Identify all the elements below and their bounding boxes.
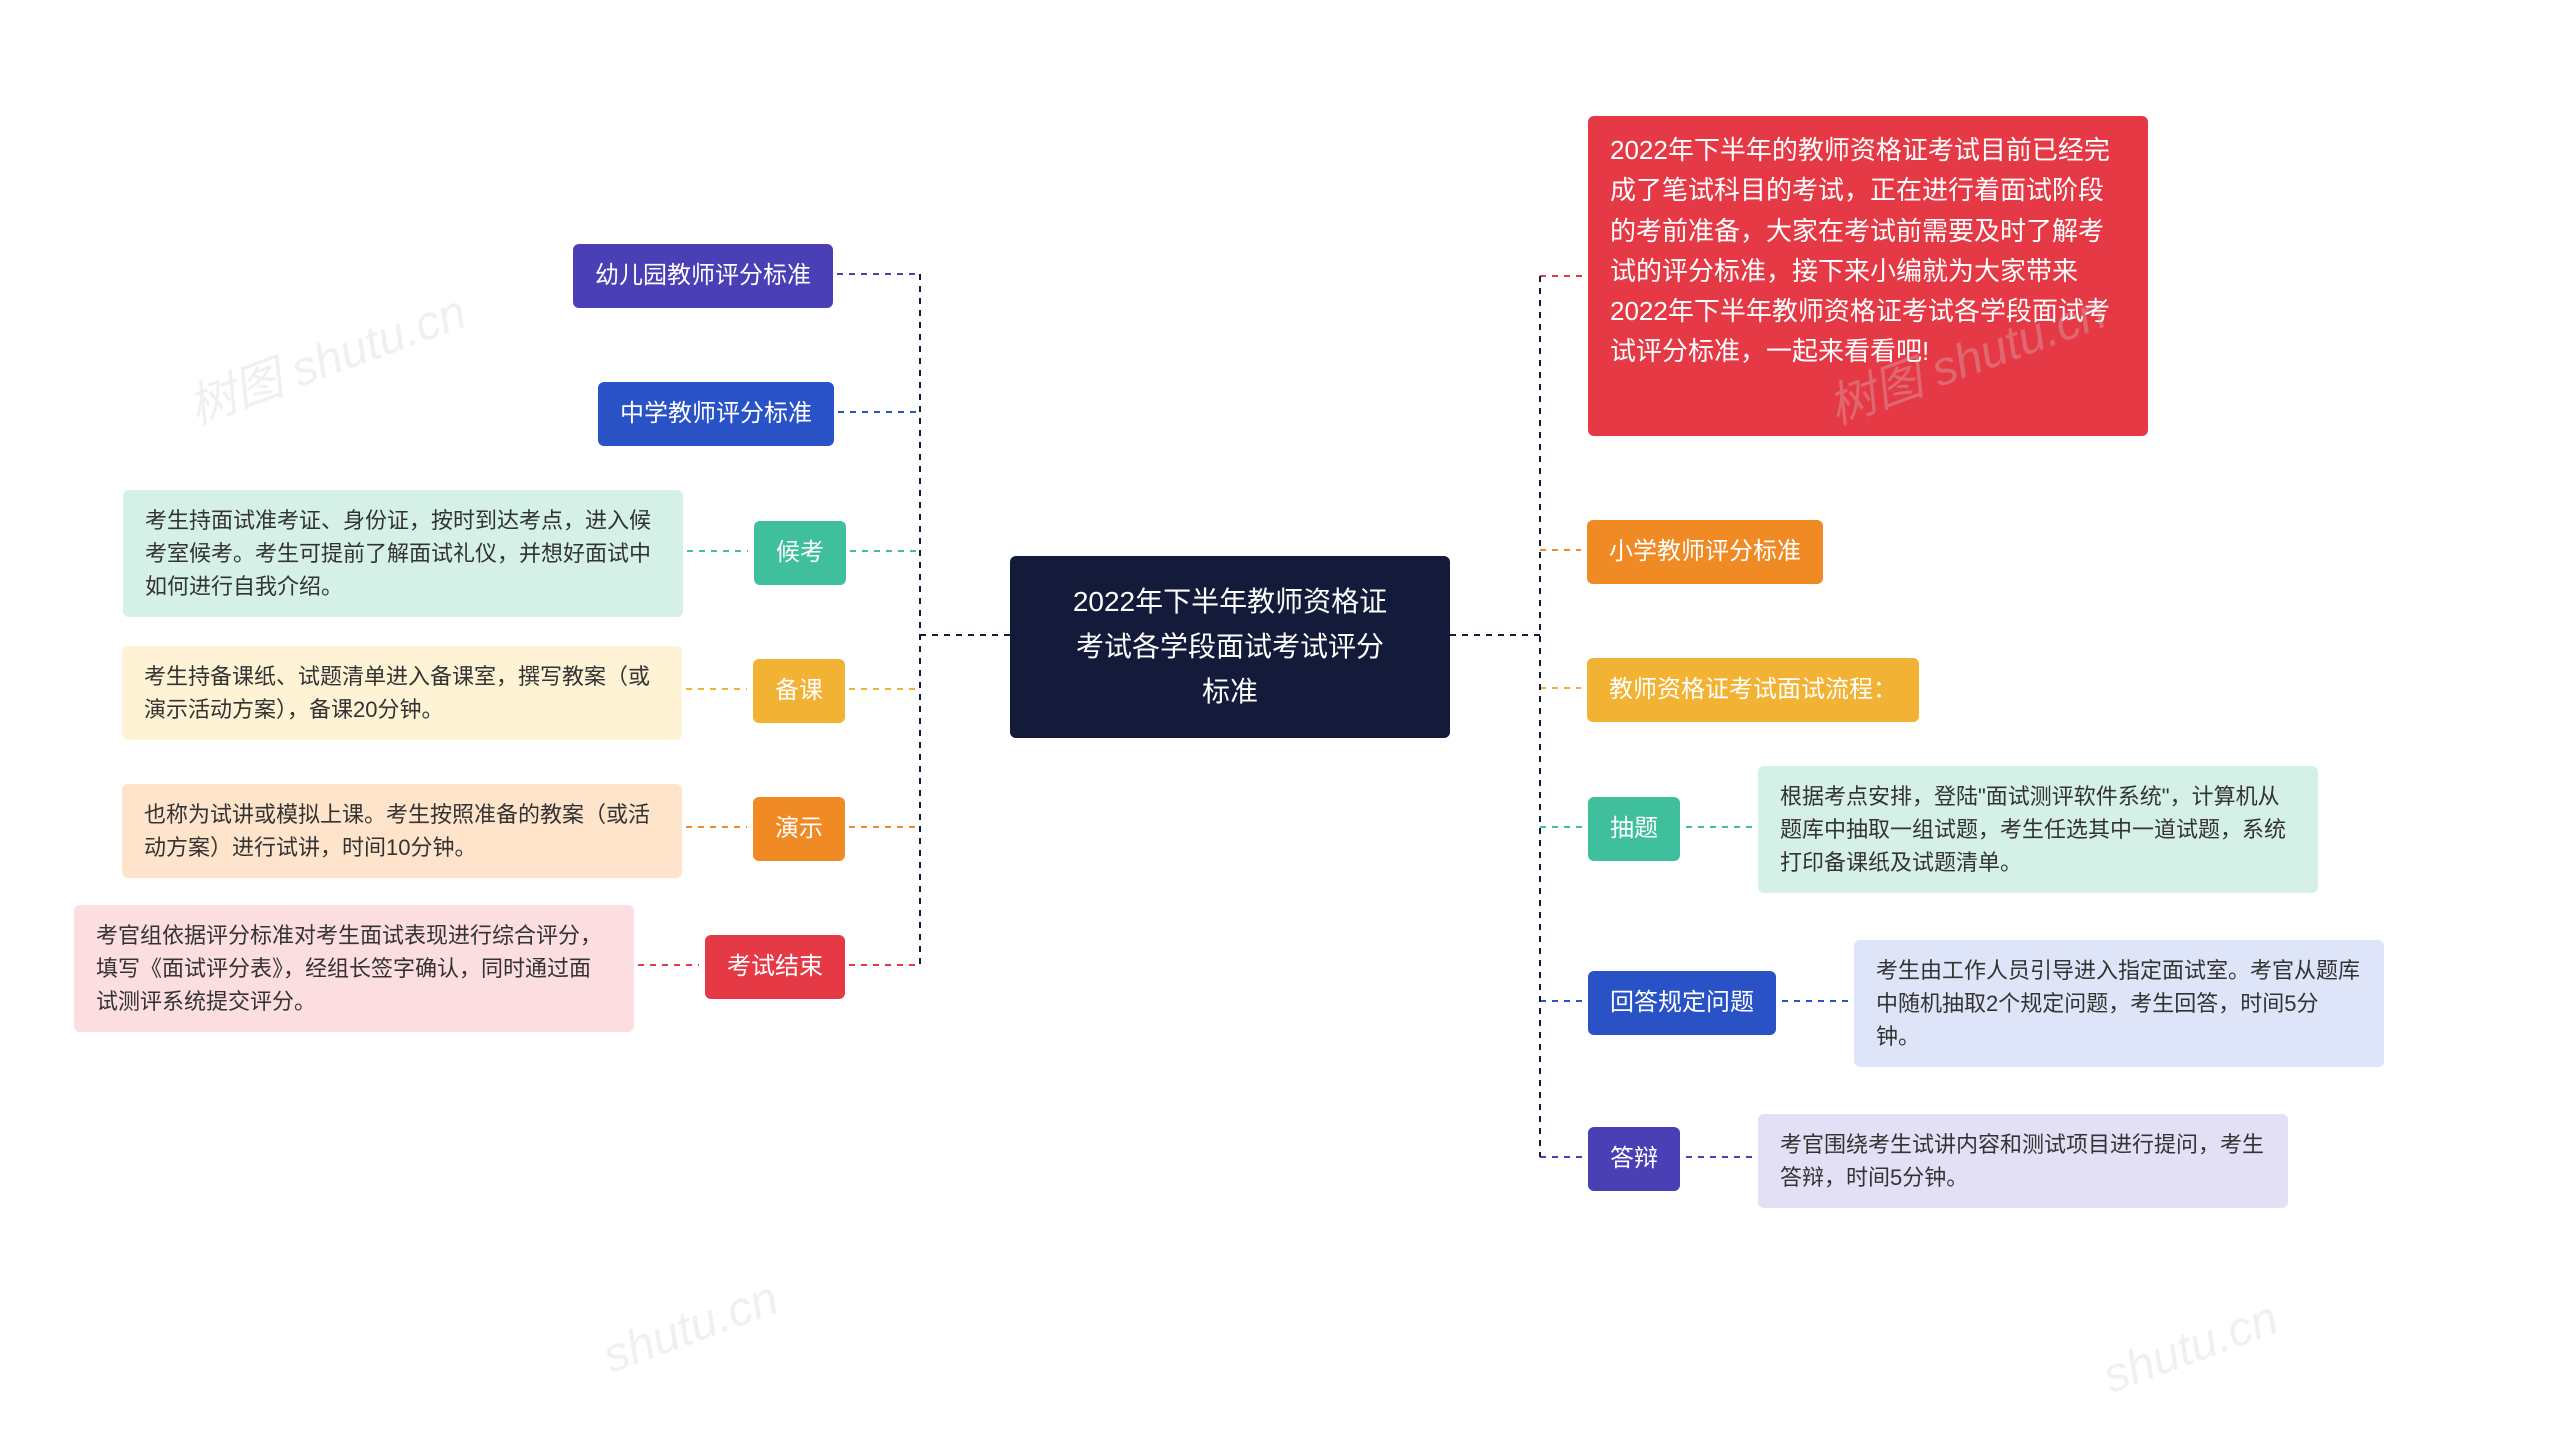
watermark: 树图 shutu.cn <box>177 272 474 437</box>
node-draw-question: 抽题 <box>1588 797 1680 861</box>
node-defense: 答辩 <box>1588 1127 1680 1191</box>
center-node: 2022年下半年教师资格证考试各学段面试考试评分标准 <box>1010 556 1450 738</box>
node-primary-school: 小学教师评分标准 <box>1587 520 1823 584</box>
node-answer-fixed: 回答规定问题 <box>1588 971 1776 1035</box>
desc-draw-question: 根据考点安排，登陆"面试测评软件系统"，计算机从题库中抽取一组试题，考生任选其中… <box>1758 766 2318 893</box>
desc-defense: 考官围绕考生试讲内容和测试项目进行提问，考生答辩，时间5分钟。 <box>1758 1114 2288 1208</box>
node-intro: 2022年下半年的教师资格证考试目前已经完成了笔试科目的考试，正在进行着面试阶段… <box>1588 116 2148 436</box>
desc-prepare: 考生持备课纸、试题清单进入备课室，撰写教案（或演示活动方案），备课20分钟。 <box>122 646 682 740</box>
node-process: 教师资格证考试面试流程： <box>1587 658 1919 722</box>
node-waiting: 候考 <box>754 521 846 585</box>
node-exam-end: 考试结束 <box>705 935 845 999</box>
node-demo: 演示 <box>753 797 845 861</box>
node-prepare: 备课 <box>753 659 845 723</box>
node-kindergarten: 幼儿园教师评分标准 <box>573 244 833 308</box>
desc-exam-end: 考官组依据评分标准对考生面试表现进行综合评分，填写《面试评分表》，经组长签字确认… <box>74 905 634 1032</box>
desc-waiting: 考生持面试准考证、身份证，按时到达考点，进入候考室候考。考生可提前了解面试礼仪，… <box>123 490 683 617</box>
desc-demo: 也称为试讲或模拟上课。考生按照准备的教案（或活动方案）进行试讲，时间10分钟。 <box>122 784 682 878</box>
watermark: shutu.cn <box>596 1271 785 1385</box>
watermark: shutu.cn <box>2096 1291 2285 1405</box>
desc-answer-fixed: 考生由工作人员引导进入指定面试室。考官从题库中随机抽取2个规定问题，考生回答，时… <box>1854 940 2384 1067</box>
node-middle-school: 中学教师评分标准 <box>598 382 834 446</box>
